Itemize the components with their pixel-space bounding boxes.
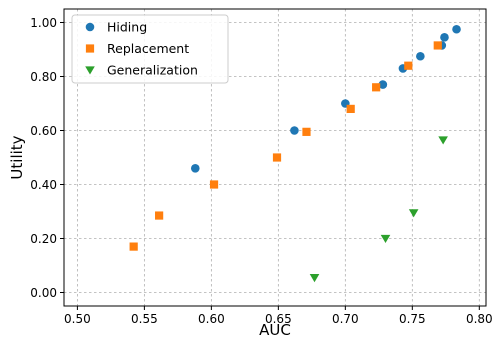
legend-entries: Hiding Replacement Generalization — [85, 20, 198, 78]
generalization-point — [408, 209, 419, 218]
legend-label-replacement: Replacement — [107, 41, 189, 56]
data-points — [129, 24, 461, 283]
y-axis-ticks: 0.00 0.20 0.40 0.60 0.80 1.00 — [30, 16, 64, 300]
generalization-point — [380, 234, 391, 244]
x-tick-label: 0.65 — [265, 312, 292, 326]
replacement-point — [272, 153, 282, 162]
replacement-point — [155, 211, 164, 220]
legend: Hiding Replacement Generalization — [71, 14, 229, 84]
hiding-point — [190, 164, 200, 173]
replacement-point — [346, 104, 355, 113]
x-tick-label: 0.55 — [131, 312, 158, 326]
x-tick-label: 0.70 — [332, 312, 359, 326]
x-tick-label: 0.80 — [466, 312, 492, 326]
legend-marker-hiding — [85, 22, 95, 32]
y-axis-label: Utility — [8, 135, 26, 179]
generalization-point — [438, 136, 448, 145]
hiding-point — [290, 126, 299, 135]
legend-label-hiding: Hiding — [107, 20, 147, 35]
replacement-point — [372, 83, 381, 92]
plot-frame — [63, 8, 487, 307]
generalization-point — [309, 274, 320, 283]
x-tick-label: 0.60 — [198, 312, 225, 326]
hiding-point — [452, 24, 461, 34]
hiding-point — [440, 33, 449, 42]
grid — [64, 9, 486, 306]
y-tick-label: 1.00 — [30, 16, 57, 30]
replacement-point — [209, 180, 219, 189]
y-tick-label: 0.60 — [30, 124, 57, 138]
replacement-point — [404, 61, 413, 70]
legend-label-generalization: Generalization — [107, 63, 198, 78]
legend-marker-replacement — [85, 44, 95, 53]
legend-marker-generalization — [85, 66, 95, 75]
y-tick-label: 0.40 — [30, 178, 57, 192]
replacement-point — [433, 41, 442, 50]
x-axis-ticks: 0.50 0.55 0.60 0.65 0.70 0.75 0.80 — [64, 306, 492, 326]
hiding-point — [416, 51, 425, 61]
x-tick-label: 0.50 — [64, 312, 91, 326]
y-tick-label: 0.80 — [30, 70, 57, 84]
replacement-point — [129, 242, 138, 251]
hiding-point — [378, 80, 388, 89]
x-tick-label: 0.75 — [399, 312, 426, 326]
y-tick-label: 0.20 — [30, 232, 57, 246]
replacement-point — [302, 127, 311, 136]
x-axis-label: AUC — [259, 321, 291, 339]
y-tick-label: 0.00 — [30, 286, 57, 300]
legend-box — [71, 14, 229, 84]
